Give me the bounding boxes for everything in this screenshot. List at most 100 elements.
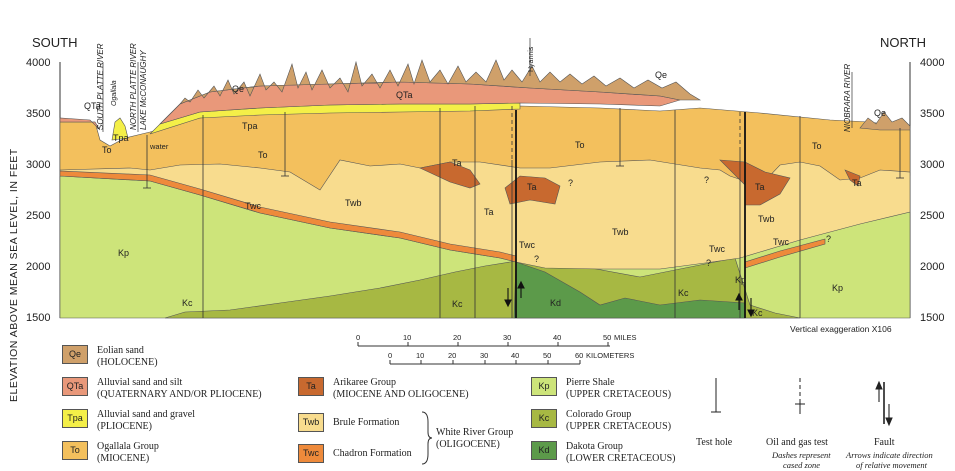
label-to-3: To <box>812 141 822 151</box>
legend-to-name: Ogallala Group <box>97 441 159 452</box>
white-river-brace <box>421 411 432 465</box>
right-tick-3000: 3000 <box>920 159 944 171</box>
swatch-tpa: Tpa <box>62 409 88 428</box>
legend-symbols <box>711 378 893 427</box>
label-q-4: ? <box>706 258 711 268</box>
swatch-kd: Kd <box>531 441 557 460</box>
legend-oil-gas-note2: cased zone <box>783 460 821 470</box>
legend-fault-note2: of relative movement <box>856 460 927 470</box>
legend-twb-name: Brule Formation <box>333 417 400 428</box>
label-qe-1: Qe <box>232 84 244 94</box>
section-unit-labels: QTa Tpa To Qe QTa Tpa To To To Qe Qe Ta … <box>84 70 886 318</box>
label-q-3: ? <box>534 254 539 264</box>
label-to-1: To <box>258 150 268 160</box>
label-qe-3: Qe <box>874 108 886 118</box>
label-tpa: Tpa <box>242 121 258 131</box>
km-tick-40: 40 <box>511 351 519 360</box>
left-tick-3500: 3500 <box>26 108 50 120</box>
label-q-5: ? <box>826 234 831 244</box>
legend-qta-name: Alluvial sand and silt <box>97 377 183 388</box>
swatch-twc: Twc <box>298 444 324 463</box>
km-tick-0: 0 <box>388 351 392 360</box>
place-annotations: SOUTH PLATTE RIVER Ogallala NORTH PLATTE… <box>96 38 853 151</box>
label-to-2: To <box>575 140 585 150</box>
km-tick-30: 30 <box>480 351 488 360</box>
label-kp-1: Kp <box>118 248 129 258</box>
legend-white-river-name: White River Group <box>436 427 514 438</box>
label-niobrara: NIOBRARA RIVER <box>843 64 852 132</box>
label-ogallala: Ogallala <box>111 80 118 106</box>
legend-fault: Fault <box>874 437 895 448</box>
legend-white-river-age: (OLIGOCENE) <box>436 439 500 450</box>
swatch-kp: Kp <box>531 377 557 396</box>
label-ta-1: Ta <box>452 158 462 168</box>
legend-oil-gas: Oil and gas test <box>766 437 828 448</box>
legend-qta-age: (QUATERNARY AND/OR PLIOCENE) <box>97 389 262 400</box>
oil-gas-tests <box>511 106 741 318</box>
label-ta-4: Ta <box>755 182 765 192</box>
swatch-kc: Kc <box>531 409 557 428</box>
swatch-to: To <box>62 441 88 460</box>
legend-to-age: (MIOCENE) <box>97 453 150 464</box>
faults <box>515 110 746 318</box>
label-tpa-south: Tpa <box>113 133 129 143</box>
vertical-exaggeration: Vertical exaggeration X106 <box>790 324 892 334</box>
label-qe-2: Qe <box>655 70 667 80</box>
miles-tick-20: 20 <box>453 333 461 342</box>
swatch-qe: Qe <box>62 345 88 364</box>
label-kp-2: Kp <box>735 275 746 285</box>
label-north-platte: NORTH PLATTE RIVER <box>129 43 138 130</box>
label-water: water <box>149 142 169 151</box>
miles-unit: MILES <box>614 333 637 342</box>
label-kc-1: Kc <box>182 298 193 308</box>
miles-tick-30: 30 <box>503 333 511 342</box>
legend-kp-name: Pierre Shale <box>566 377 615 388</box>
unit-ta-4 <box>844 169 861 187</box>
unit-qta-south <box>59 117 101 131</box>
label-to-south: To <box>102 145 112 155</box>
legend-kc-name: Colorado Group <box>566 409 632 420</box>
km-tick-60: 60 <box>575 351 583 360</box>
swatch-ta: Ta <box>298 377 324 396</box>
label-twc-4: Twc <box>773 237 790 247</box>
legend-oil-gas-note1: Dashes represent <box>772 450 831 460</box>
label-q-1: ? <box>568 178 573 188</box>
label-south-platte: SOUTH PLATTE RIVER <box>96 43 105 130</box>
label-twc-2: Twc <box>519 240 536 250</box>
km-tick-10: 10 <box>416 351 424 360</box>
km-tick-20: 20 <box>448 351 456 360</box>
label-kp-3: Kp <box>832 283 843 293</box>
label-kc-4: Kc <box>752 308 763 318</box>
miles-tick-50: 50 <box>603 333 611 342</box>
miles-scale: 0 10 20 30 40 50 MILES <box>356 333 637 347</box>
label-twb-1: Twb <box>345 198 362 208</box>
scale-bars: 0 10 20 30 40 50 MILES 0 10 20 30 40 50 … <box>356 333 637 365</box>
right-tick-4000: 4000 <box>920 57 944 69</box>
right-tick-1500: 1500 <box>920 312 944 324</box>
label-lake: LAKE McCONAUGHY <box>139 50 148 130</box>
geologic-layers <box>59 59 911 319</box>
swatch-twb: Twb <box>298 413 324 432</box>
left-tick-3000: 3000 <box>26 159 50 171</box>
legend-kd-name: Dakota Group <box>566 441 623 452</box>
legend-qe-name: Eolian sand <box>97 345 144 356</box>
label-twb-2: Twb <box>612 227 629 237</box>
right-tick-2000: 2000 <box>920 261 944 273</box>
legend-qe-age: (HOLOCENE) <box>97 357 158 368</box>
unit-qe-niobrara <box>859 111 911 131</box>
unit-ta-1 <box>419 161 481 189</box>
legend-tpa-name: Alluvial sand and gravel <box>97 409 196 420</box>
label-kc-2: Kc <box>452 299 463 309</box>
label-twb-3: Twb <box>758 214 775 224</box>
north-label: NORTH <box>880 35 926 50</box>
right-tick-3500: 3500 <box>920 108 944 120</box>
legend-twc-name: Chadron Formation <box>333 448 412 459</box>
left-tick-2500: 2500 <box>26 210 50 222</box>
legend-ta-age: (MIOCENE AND OLIGOCENE) <box>333 389 469 400</box>
legend-ta-name: Arikaree Group <box>333 377 397 388</box>
unit-tpa-ogallala <box>111 117 129 141</box>
left-tick-1500: 1500 <box>26 312 50 324</box>
south-label: SOUTH <box>32 35 78 50</box>
